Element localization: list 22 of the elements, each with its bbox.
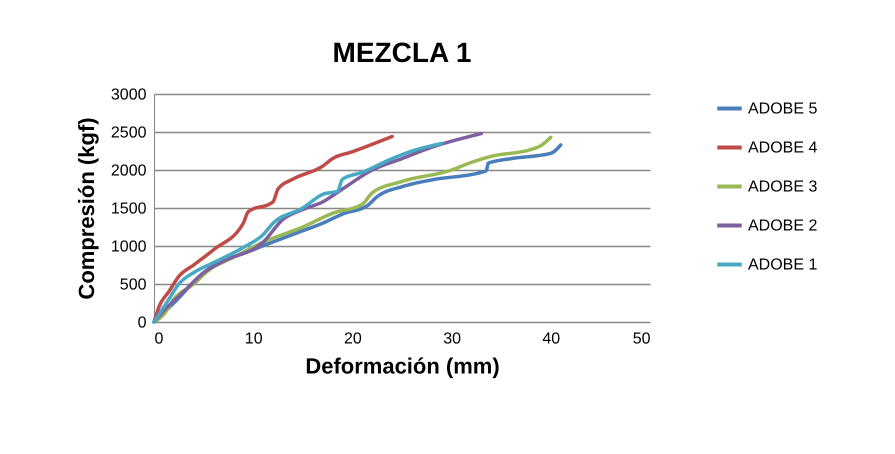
- y-tick-label: 2000: [110, 162, 147, 180]
- line-series: [152, 142, 444, 324]
- y-tick-label: 2500: [110, 124, 147, 142]
- chart-title: MEZCLA 1: [332, 37, 472, 68]
- legend-label: ADOBE 5: [748, 100, 818, 118]
- legend-label: ADOBE 3: [748, 178, 818, 196]
- x-tick-label: 10: [244, 330, 263, 348]
- y-tick-label: 0: [138, 314, 147, 332]
- legend-label: ADOBE 4: [748, 140, 818, 156]
- x-tick-label: 30: [443, 330, 462, 348]
- y-tick-label: 1500: [110, 200, 147, 218]
- x-tick-label: 40: [542, 330, 560, 348]
- y-tick-label: 3000: [110, 86, 147, 104]
- y-axis-title: Compresión (kgf): [74, 117, 99, 300]
- x-axis-title: Deformación (mm): [305, 354, 500, 378]
- legend-label: ADOBE 2: [748, 218, 818, 234]
- y-tick-label: 500: [120, 276, 147, 294]
- y-tick-label: 1000: [110, 238, 147, 256]
- x-tick-label: 50: [632, 330, 651, 348]
- legend-label: ADOBE 1: [748, 256, 818, 274]
- x-tick-label: 20: [344, 330, 362, 348]
- x-tick-label: 0: [154, 330, 164, 348]
